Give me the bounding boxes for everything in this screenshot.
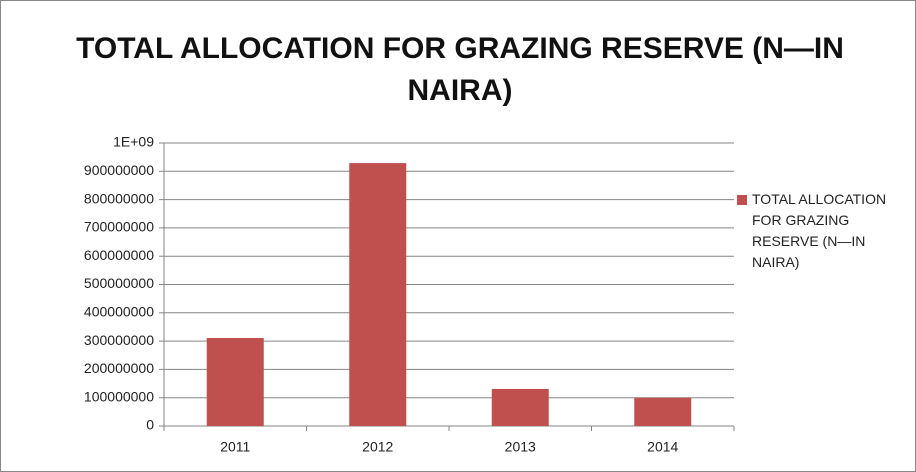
x-tick-label: 2013 bbox=[505, 439, 536, 455]
legend-swatch bbox=[737, 195, 747, 205]
bar bbox=[491, 388, 549, 426]
bar bbox=[634, 397, 692, 426]
y-tick-label: 100000000 bbox=[84, 388, 154, 404]
y-tick-label: 500000000 bbox=[84, 275, 154, 291]
y-tick-label: 800000000 bbox=[84, 190, 154, 206]
y-tick-label: 600000000 bbox=[84, 247, 154, 263]
y-tick-label: 700000000 bbox=[84, 219, 154, 235]
y-tick-label: 1E+09 bbox=[113, 134, 154, 150]
y-tick-label: 300000000 bbox=[84, 332, 154, 348]
legend-label: TOTAL ALLOCATION FOR GRAZING RESERVE (N—… bbox=[752, 191, 887, 270]
y-tick-label: 900000000 bbox=[84, 162, 154, 178]
y-tick-label: 400000000 bbox=[84, 304, 154, 320]
chart-title: TOTAL ALLOCATION FOR GRAZING RESERVE (N—… bbox=[76, 32, 844, 107]
x-tick-label: 2012 bbox=[362, 439, 393, 455]
x-tick-label: 2011 bbox=[220, 439, 250, 455]
x-tick-label: 2014 bbox=[647, 439, 678, 455]
bar bbox=[349, 163, 407, 426]
y-tick-label: 0 bbox=[146, 417, 154, 433]
y-tick-label: 200000000 bbox=[84, 360, 154, 376]
bar bbox=[206, 337, 264, 426]
